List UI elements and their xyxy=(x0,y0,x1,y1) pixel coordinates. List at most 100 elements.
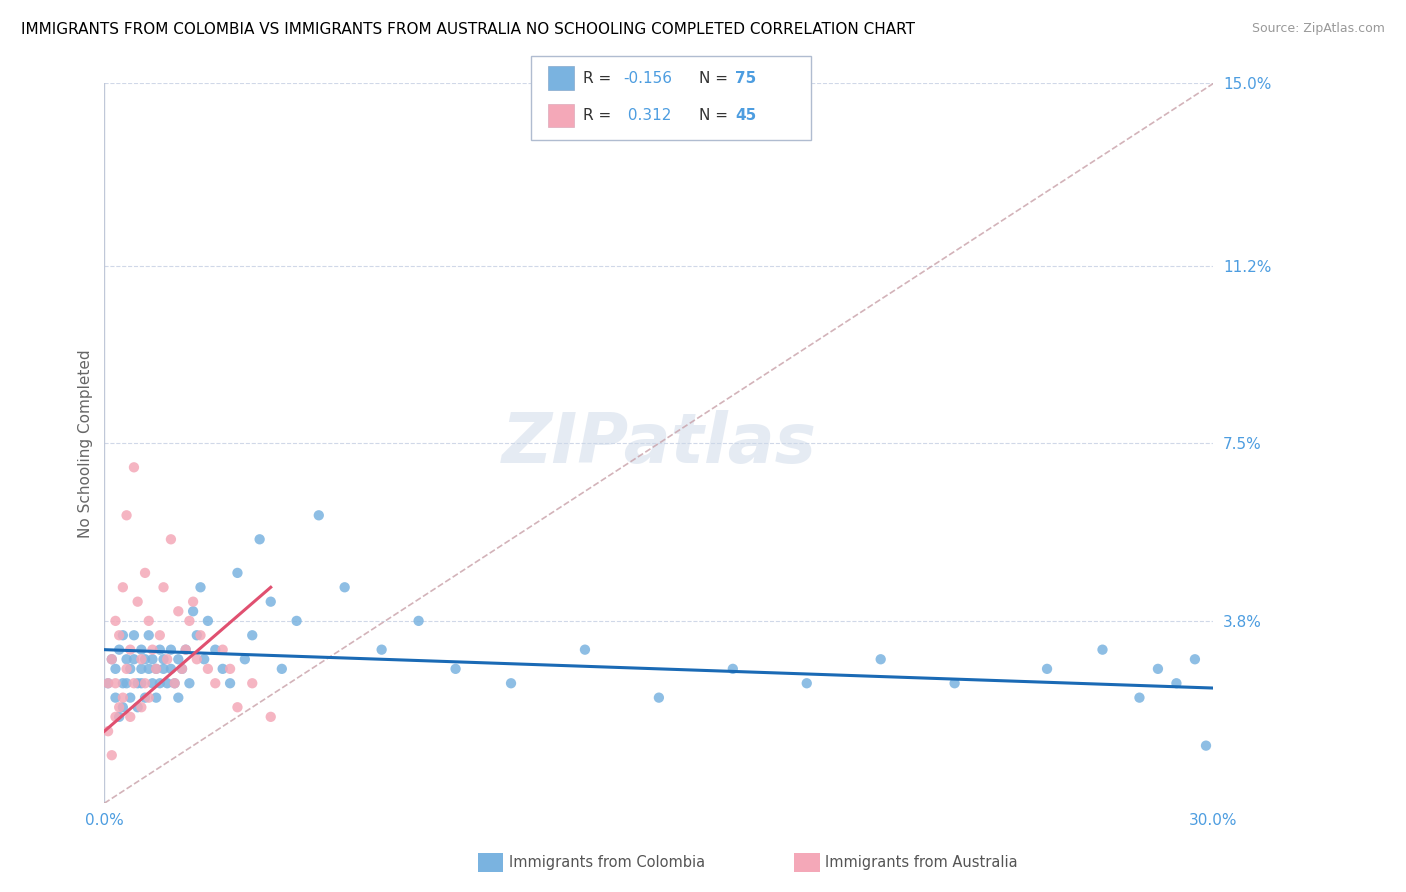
Point xyxy=(163,676,186,690)
Point xyxy=(163,676,186,690)
Text: ZIPatlas: ZIPatlas xyxy=(502,409,817,477)
Point xyxy=(108,628,131,642)
Point xyxy=(115,652,138,666)
Point xyxy=(104,676,127,690)
Point xyxy=(97,676,120,690)
Point xyxy=(111,700,134,714)
Point xyxy=(370,642,392,657)
Point xyxy=(108,700,131,714)
Text: Immigrants from Colombia: Immigrants from Colombia xyxy=(509,855,704,870)
Point xyxy=(219,676,242,690)
Text: Immigrants from Australia: Immigrants from Australia xyxy=(825,855,1018,870)
Point xyxy=(104,614,127,628)
Point xyxy=(1166,676,1188,690)
Point xyxy=(115,662,138,676)
Point xyxy=(138,662,160,676)
Point xyxy=(145,662,167,676)
Point xyxy=(648,690,671,705)
Point xyxy=(134,676,156,690)
Point xyxy=(285,614,308,628)
Point xyxy=(211,642,233,657)
Point xyxy=(160,662,183,676)
Point xyxy=(226,700,249,714)
Point xyxy=(134,652,156,666)
Point xyxy=(120,642,142,657)
Point xyxy=(149,676,172,690)
Point xyxy=(240,676,263,690)
Point xyxy=(186,628,208,642)
Point xyxy=(1128,690,1150,705)
Point xyxy=(156,652,179,666)
Point xyxy=(104,710,127,724)
Point xyxy=(131,652,153,666)
Point xyxy=(204,642,226,657)
Point xyxy=(100,652,122,666)
Point xyxy=(141,642,163,657)
Point xyxy=(1147,662,1170,676)
Point xyxy=(115,676,138,690)
Point xyxy=(100,748,122,763)
Point xyxy=(308,508,330,523)
Point xyxy=(179,676,201,690)
Point xyxy=(111,628,134,642)
Point xyxy=(160,642,183,657)
Point xyxy=(1036,662,1059,676)
Point xyxy=(170,662,193,676)
Point xyxy=(160,533,183,547)
Point xyxy=(111,580,134,594)
Point xyxy=(111,676,134,690)
Point xyxy=(190,628,212,642)
Point xyxy=(190,580,212,594)
Point xyxy=(186,652,208,666)
Point xyxy=(270,662,292,676)
Point xyxy=(97,676,120,690)
Point xyxy=(138,628,160,642)
Point xyxy=(444,662,467,676)
Point xyxy=(204,676,226,690)
Point xyxy=(145,662,167,676)
Point xyxy=(120,690,142,705)
Text: 75: 75 xyxy=(735,70,756,86)
Point xyxy=(127,700,149,714)
Point xyxy=(120,710,142,724)
Point xyxy=(1195,739,1218,753)
Point xyxy=(141,652,163,666)
Point xyxy=(197,614,219,628)
Point xyxy=(174,642,197,657)
Point xyxy=(174,642,197,657)
Point xyxy=(138,690,160,705)
Point xyxy=(115,508,138,523)
Point xyxy=(134,566,156,580)
Point xyxy=(167,690,190,705)
Text: N =: N = xyxy=(699,108,733,123)
Text: R =: R = xyxy=(583,108,617,123)
Point xyxy=(193,652,215,666)
Point xyxy=(869,652,891,666)
Point xyxy=(219,662,242,676)
Point xyxy=(111,690,134,705)
Text: 45: 45 xyxy=(735,108,756,123)
Point xyxy=(134,690,156,705)
Point xyxy=(499,676,522,690)
Point xyxy=(197,662,219,676)
Point xyxy=(226,566,249,580)
Point xyxy=(211,662,233,676)
Y-axis label: No Schooling Completed: No Schooling Completed xyxy=(79,349,93,538)
Point xyxy=(1184,652,1206,666)
Point xyxy=(152,652,174,666)
Point xyxy=(122,628,145,642)
Point xyxy=(170,662,193,676)
Point xyxy=(240,628,263,642)
Point xyxy=(104,662,127,676)
Point xyxy=(1091,642,1114,657)
Point xyxy=(167,604,190,618)
Point xyxy=(122,652,145,666)
Point xyxy=(145,690,167,705)
Point xyxy=(149,642,172,657)
Point xyxy=(131,676,153,690)
Point xyxy=(97,724,120,739)
Text: N =: N = xyxy=(699,70,733,86)
Point xyxy=(796,676,818,690)
Point xyxy=(179,614,201,628)
Point xyxy=(233,652,256,666)
